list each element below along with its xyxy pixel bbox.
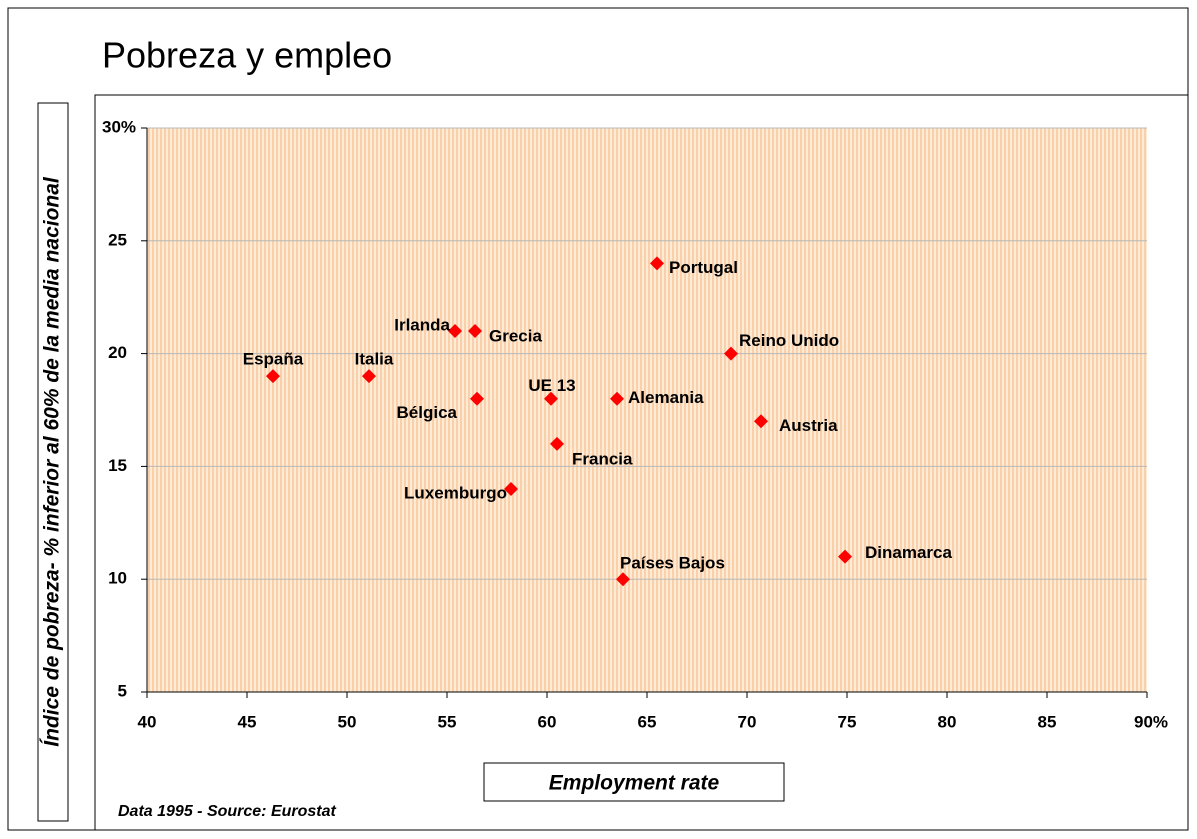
y-tick-label: 5 xyxy=(118,681,127,700)
point-label: Bélgica xyxy=(397,403,458,422)
x-tick-label: 60 xyxy=(538,712,557,731)
point xyxy=(470,391,484,406)
x-label-box xyxy=(483,762,785,802)
point-label: Francia xyxy=(572,449,633,468)
x-tick-label: 50 xyxy=(338,712,357,731)
point xyxy=(650,256,664,271)
y-tick-label: 20 xyxy=(108,343,127,362)
point xyxy=(724,346,738,361)
x-tick-label: 80 xyxy=(938,712,957,731)
x-tick-label: 55 xyxy=(438,712,457,731)
point xyxy=(754,414,768,429)
point xyxy=(610,391,624,406)
x-tick-label: 90% xyxy=(1134,712,1168,731)
y-label-box xyxy=(37,102,69,822)
point-label: Portugal xyxy=(669,258,738,277)
x-tick-label: 65 xyxy=(638,712,657,731)
chart-title: Pobreza y empleo xyxy=(102,35,392,76)
point-label: España xyxy=(243,350,304,369)
point-label: Irlanda xyxy=(394,316,450,335)
point xyxy=(504,481,518,496)
chart-frame xyxy=(94,94,1189,831)
x-tick-label: 45 xyxy=(238,712,257,731)
y-tick-label: 30% xyxy=(102,117,136,136)
point xyxy=(266,369,280,384)
y-tick-label: 15 xyxy=(108,456,127,475)
plot-area xyxy=(147,128,1147,692)
x-tick-label: 85 xyxy=(1038,712,1057,731)
point xyxy=(362,369,376,384)
y-axis-label: Índice de pobreza- % inferior al 60% de … xyxy=(41,176,64,747)
x-tick-label: 70 xyxy=(738,712,757,731)
point-label: Países Bajos xyxy=(620,554,725,573)
y-tick-label: 25 xyxy=(108,230,127,249)
point-label: Dinamarca xyxy=(865,543,952,562)
point xyxy=(468,324,482,339)
point-label: Austria xyxy=(779,416,838,435)
point xyxy=(616,572,630,587)
point xyxy=(550,436,564,451)
point xyxy=(448,324,462,339)
y-tick-label: 10 xyxy=(108,569,127,588)
point-label: Luxemburgo xyxy=(404,483,507,502)
point-label: Alemania xyxy=(628,388,704,407)
source-note: Data 1995 - Source: Eurostat xyxy=(118,803,337,820)
x-tick-label: 75 xyxy=(838,712,857,731)
point xyxy=(544,391,558,406)
point-label: Reino Unido xyxy=(739,331,839,350)
point-label: Italia xyxy=(355,350,394,369)
point xyxy=(838,549,852,564)
point-label: UE 13 xyxy=(528,376,575,395)
x-tick-label: 40 xyxy=(138,712,157,731)
x-axis-label: Employment rate xyxy=(549,772,720,795)
point-label: Grecia xyxy=(489,327,542,346)
